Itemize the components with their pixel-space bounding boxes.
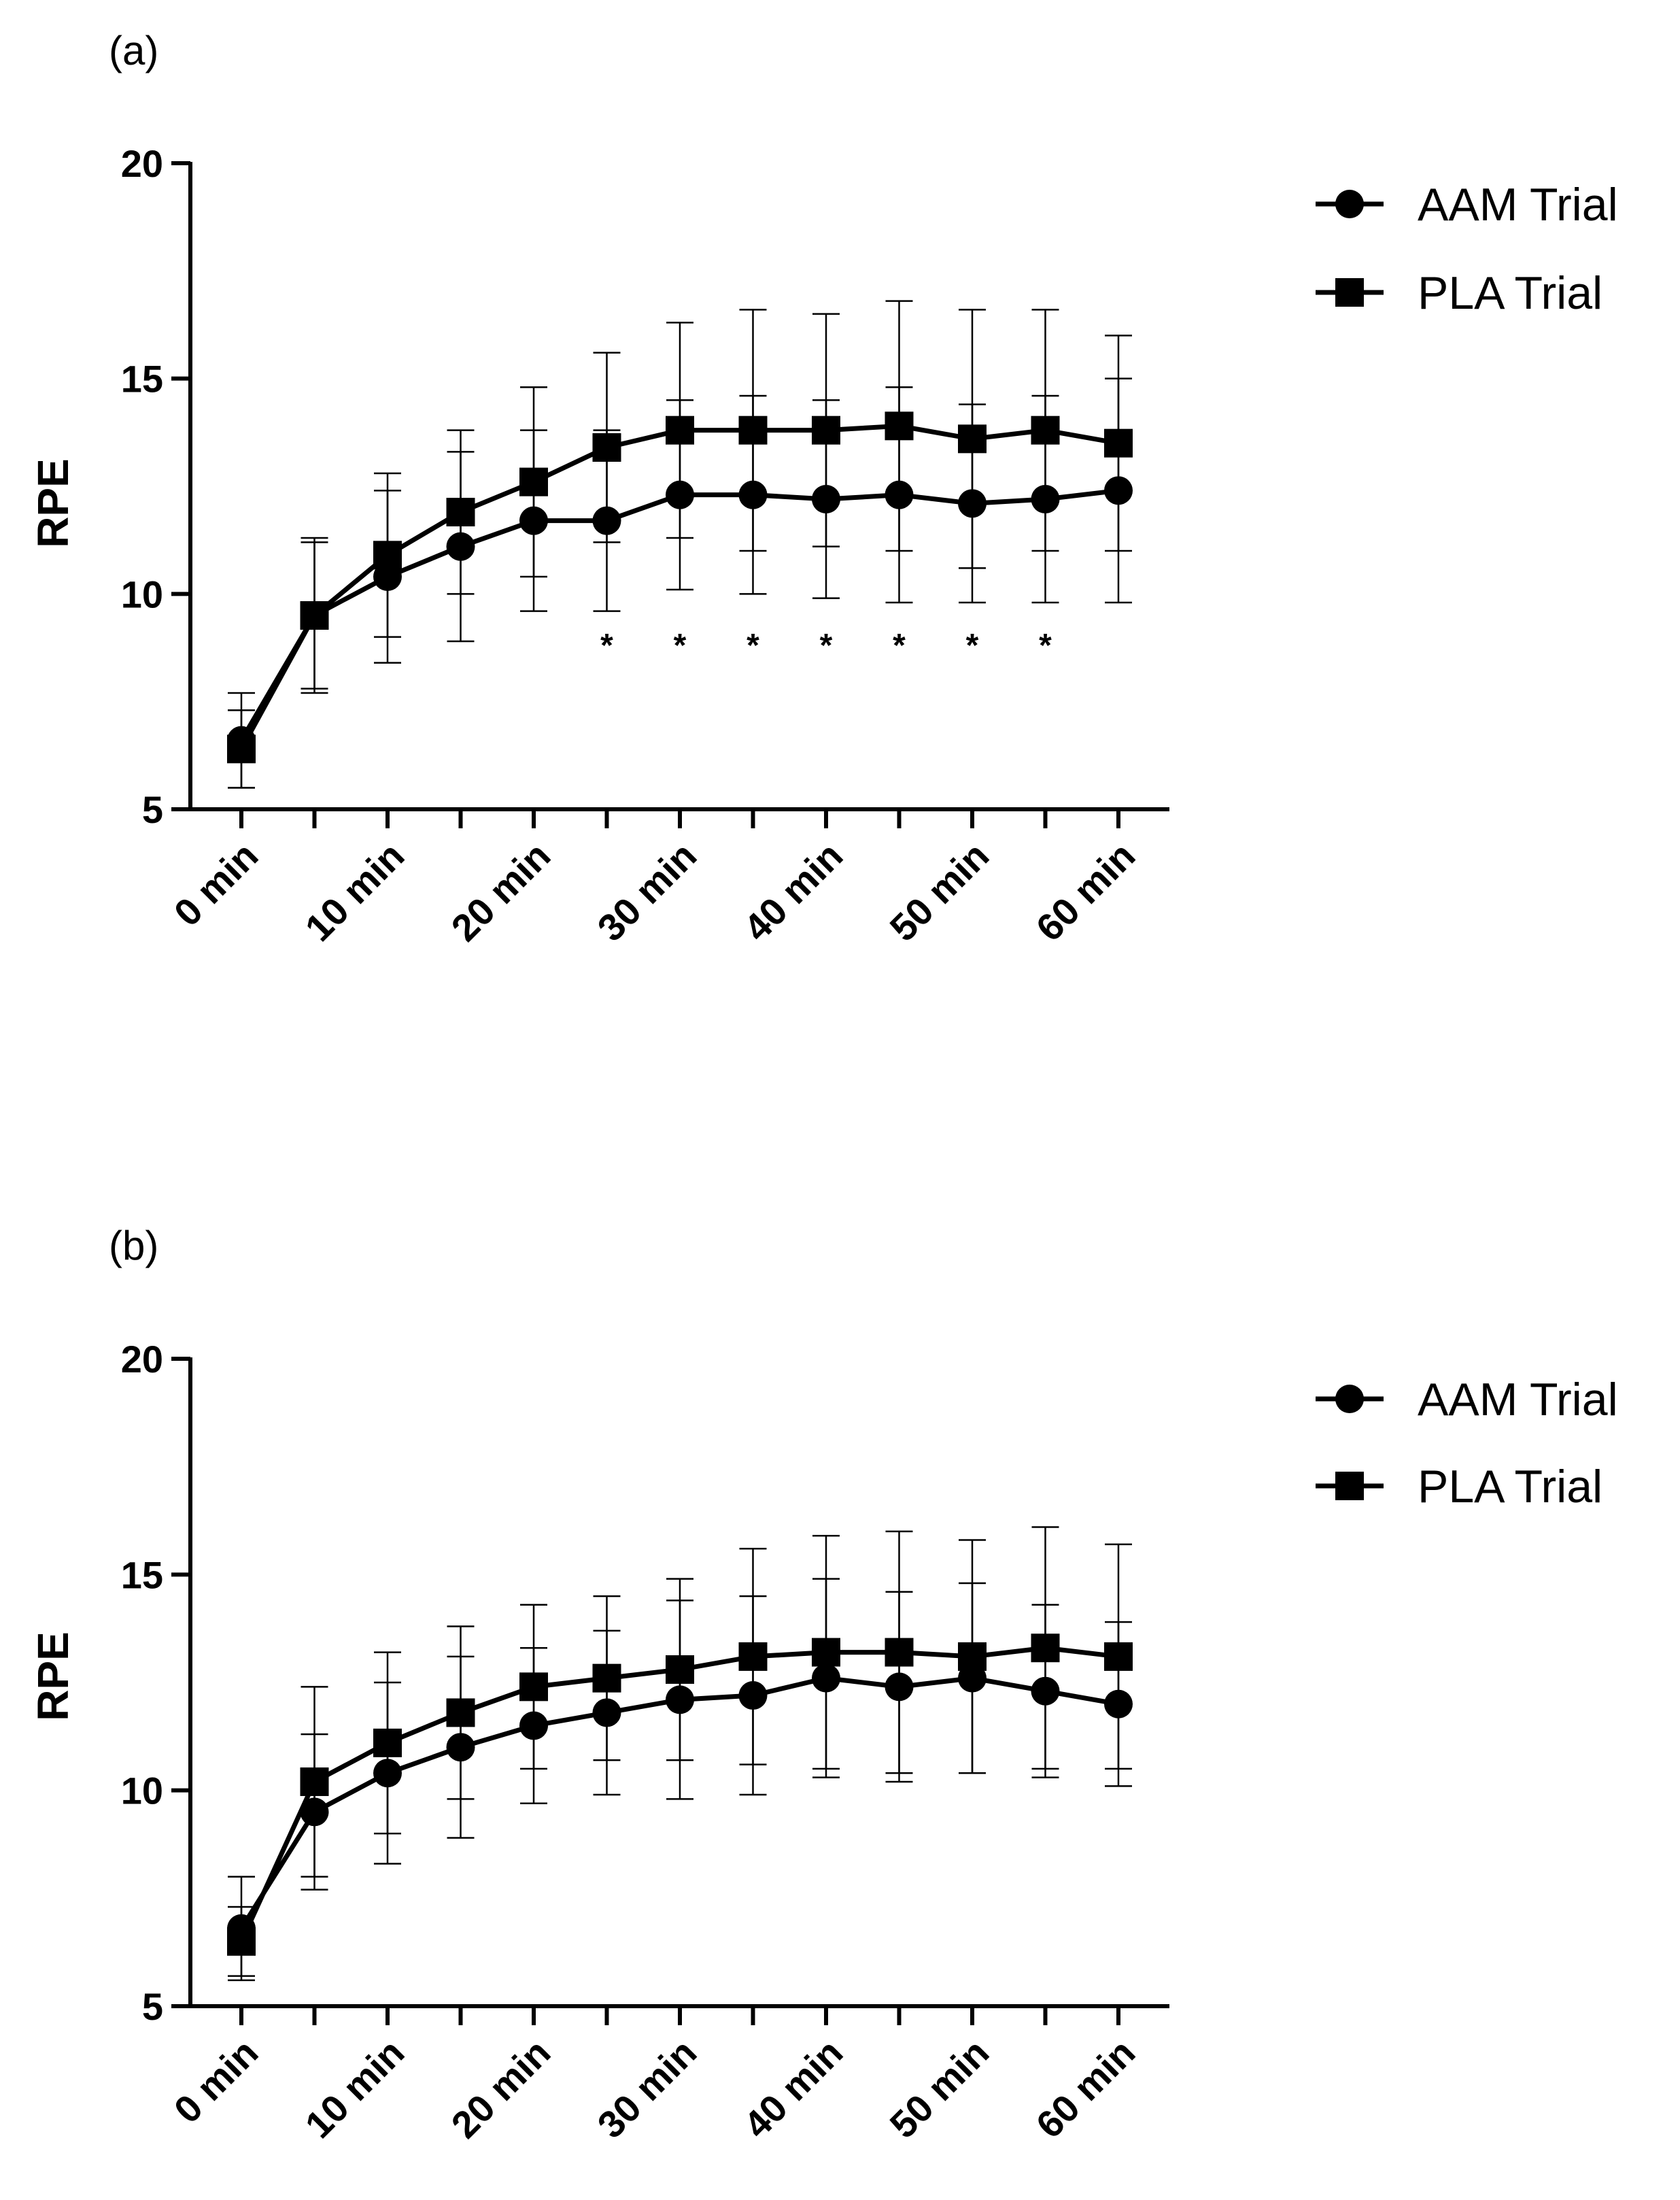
legend: AAM Trial PLA Trial (1316, 1374, 1618, 1512)
legend-marker (1335, 278, 1364, 307)
significance-marker: * (600, 628, 613, 664)
chart-panel-a: (a) 5 10 15 20 0 min 10 min 20 min 30 min 40 min 5… (29, 28, 1618, 949)
x-tick-label: 30 min (589, 2031, 704, 2146)
x-tick-label: 10 min (296, 834, 412, 949)
significance-marker: * (820, 628, 833, 664)
significance-marker: * (966, 628, 979, 664)
legend-marker (1335, 190, 1364, 218)
y-tick-label: 5 (142, 1985, 163, 2028)
x-tick-label: 50 min (881, 834, 997, 949)
data-point (446, 498, 475, 526)
legend: AAM Trial PLA Trial (1316, 179, 1618, 319)
x-tick-label: 20 min (443, 2031, 558, 2146)
data-point (519, 1672, 548, 1702)
data-point (300, 601, 329, 630)
chart-panel-b: (b) 5 10 15 20 0 min 10 min 20 min 30 min 40 min 5… (29, 1223, 1618, 2146)
data-point (300, 1767, 329, 1796)
significance-marker: * (674, 628, 687, 664)
x-tick-label: 60 min (1027, 2031, 1143, 2146)
series-pla-trial (227, 1526, 1133, 1977)
data-point (666, 416, 694, 445)
y-tick-label: 20 (121, 1338, 163, 1381)
data-point (885, 411, 914, 441)
legend-label: PLA Trial (1418, 1461, 1602, 1512)
legend-label: AAM Trial (1418, 1374, 1618, 1425)
legend-label: AAM Trial (1418, 179, 1618, 231)
series-pla-trial (227, 300, 1133, 789)
significance-marker: * (1039, 628, 1052, 664)
data-point (666, 1655, 694, 1684)
legend-marker (1335, 1385, 1364, 1413)
data-point (1031, 1634, 1060, 1663)
data-point (812, 1638, 840, 1667)
data-point (592, 433, 621, 462)
x-tick-label: 0 min (166, 2031, 267, 2131)
data-point (446, 1698, 475, 1727)
x-tick-label: 60 min (1027, 834, 1143, 949)
data-point (958, 424, 987, 454)
panel-label: (b) (109, 1223, 158, 1268)
data-point (519, 467, 548, 496)
data-point (958, 1642, 987, 1671)
data-point (738, 416, 768, 445)
data-point (1104, 1642, 1133, 1671)
y-tick-label: 20 (121, 142, 163, 185)
y-tick-label: 5 (142, 788, 163, 831)
x-tick-label: 40 min (735, 2031, 851, 2146)
x-tick-label: 20 min (443, 834, 558, 949)
panel-label: (a) (109, 28, 158, 73)
data-point (592, 1663, 621, 1693)
data-point (812, 416, 840, 445)
data-point (373, 1728, 402, 1757)
x-tick-label: 10 min (296, 2031, 412, 2146)
data-point (227, 1927, 256, 1956)
y-axis-title: RPE (29, 1631, 78, 1721)
significance-marker: * (893, 628, 906, 664)
data-point (1031, 416, 1060, 445)
legend-marker (1335, 1472, 1364, 1500)
data-point (738, 1642, 768, 1671)
x-tick-label: 40 min (735, 834, 851, 949)
y-axis-title: RPE (29, 458, 78, 548)
data-point (1104, 428, 1133, 458)
data-point (373, 541, 402, 570)
x-tick-label: 0 min (166, 834, 267, 934)
legend-label: PLA Trial (1418, 267, 1602, 319)
y-tick-label: 10 (121, 1770, 163, 1812)
y-tick-label: 15 (121, 1553, 163, 1596)
data-point (227, 734, 256, 764)
x-tick-label: 50 min (881, 2031, 997, 2146)
significance-marker: * (747, 628, 759, 664)
x-tick-label: 30 min (589, 834, 704, 949)
y-tick-label: 10 (121, 573, 163, 615)
y-tick-label: 15 (121, 358, 163, 401)
data-point (885, 1638, 914, 1667)
